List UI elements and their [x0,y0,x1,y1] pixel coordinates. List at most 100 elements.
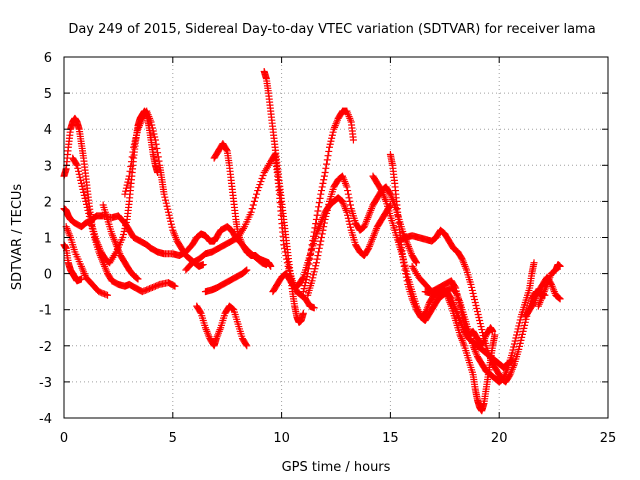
data-point [516,316,524,324]
data-point [72,160,80,168]
data-point [459,314,467,322]
data-point [315,203,323,211]
data-point [122,184,130,192]
data-point [402,273,410,281]
data-point [328,134,336,142]
data-point [455,299,463,307]
data-point [88,221,96,229]
data-point [457,305,465,313]
data-point [476,320,484,328]
series-arc-8 [193,302,251,350]
axis-ticks: 0 5 10 15 20 25 -4 -3 -2 -1 0 1 2 3 4 5 6 [39,51,616,446]
data-point [325,147,333,155]
data-point [222,146,230,154]
data-point [249,201,257,209]
data-point [78,182,86,190]
data-point [457,308,465,316]
chart-title: Day 249 of 2015, Sidereal Day-to-day VTE… [68,22,595,37]
data-point [307,246,315,254]
data-point [318,230,326,238]
data-point [250,197,258,205]
data-point [304,270,312,278]
data-point [321,215,329,223]
data-point [516,319,524,327]
data-point [386,189,394,197]
data-point [313,211,321,219]
data-point [529,300,537,308]
data-point [456,302,464,310]
data-point [511,337,519,345]
data-point [455,296,463,304]
data-point [323,160,331,168]
data-point [329,128,337,136]
data-point [74,164,82,172]
data-point [454,293,462,301]
y-tick-label: 3 [44,159,52,174]
data-point [316,241,324,249]
data-point [471,298,479,306]
data-point [343,208,351,216]
data-point [514,325,522,333]
data-point [166,214,174,222]
data-point [475,314,483,322]
series-arc-20 [408,262,497,350]
data-point [345,217,353,225]
data-point [81,194,89,202]
data-point [85,209,93,217]
data-point [412,258,420,266]
data-point [312,259,320,267]
data-point [247,208,255,216]
data-point [302,279,310,287]
series-arc-12 [260,67,307,326]
data-point [304,265,312,273]
data-point [127,163,135,171]
x-tick-label: 20 [491,431,508,446]
data-point [324,203,332,211]
data-point [148,124,156,132]
data-point [320,176,328,184]
data-point [88,224,96,232]
x-tick-label: 25 [600,431,617,446]
series-arc-15 [304,172,421,299]
data-point [123,181,131,189]
data-point [77,176,85,184]
x-tick-label: 0 [60,431,68,446]
data-point [309,237,317,245]
data-point [451,283,459,291]
y-tick-label: 1 [44,232,52,247]
data-marks [60,67,564,415]
data-point [318,183,326,191]
data-point [229,305,237,313]
data-point [319,179,327,187]
data-point [473,304,481,312]
data-point [316,194,324,202]
y-tick-label: -2 [39,340,52,355]
data-point [471,295,479,303]
data-point [515,345,523,353]
data-point [151,133,159,141]
data-point [452,287,460,295]
series-arc-10 [210,140,275,270]
data-point [256,181,264,189]
data-point [84,206,92,214]
data-point [167,217,175,225]
data-point [133,131,141,139]
data-point [308,241,316,249]
series-arc-6 [99,201,142,283]
data-point [312,262,320,270]
data-point [326,140,334,148]
x-tick-label: 5 [169,431,177,446]
data-point [344,211,352,219]
data-point [128,153,136,161]
data-point [151,136,159,144]
series-arc-5 [69,154,179,296]
data-point [510,340,518,348]
data-point [320,172,328,180]
data-point [400,262,408,270]
y-tick-label: 4 [44,123,52,138]
data-point [321,169,329,177]
data-point [325,143,333,151]
data-point [403,277,411,285]
data-point [75,167,83,175]
series-arc-14 [299,107,357,296]
